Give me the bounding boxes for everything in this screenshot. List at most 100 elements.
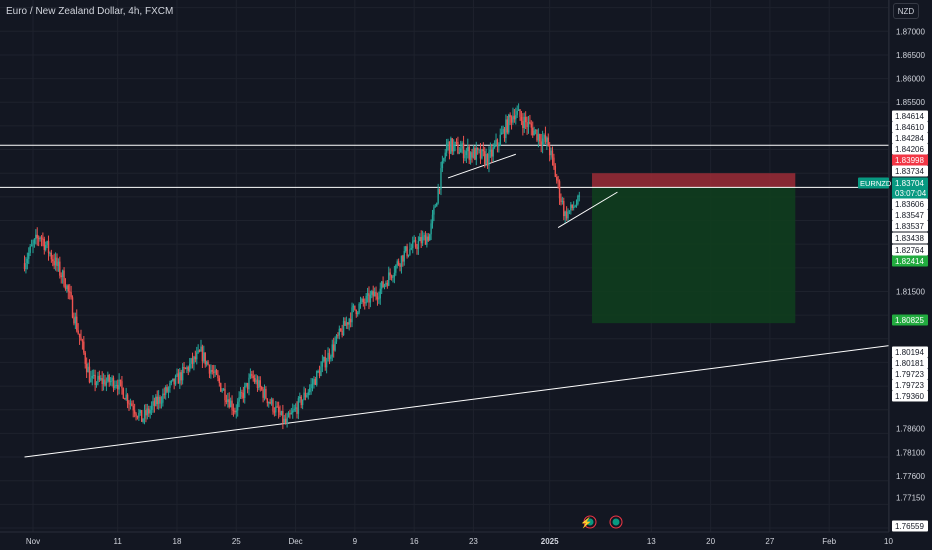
candle-body — [218, 378, 221, 384]
candle-body — [259, 380, 261, 388]
candle-body — [533, 130, 535, 136]
stop-zone[interactable] — [592, 173, 796, 188]
candle-body — [563, 201, 565, 217]
candle-body — [465, 151, 468, 156]
price-label: 1.79723 — [895, 381, 924, 390]
candle-body — [181, 367, 184, 381]
candle-body — [489, 149, 492, 152]
candle-body — [63, 270, 65, 287]
replay-icons[interactable]: ⚡ — [580, 515, 623, 529]
candle-body — [217, 374, 219, 379]
y-tick-label: 1.87000 — [896, 27, 925, 36]
symbol-label-box — [858, 177, 889, 189]
candle-body — [220, 383, 222, 392]
candle-body — [222, 388, 225, 391]
trendline[interactable] — [557, 191, 618, 229]
candle-body — [109, 381, 112, 383]
candle-body — [516, 110, 518, 116]
candle-body — [193, 356, 195, 364]
trendline[interactable] — [447, 153, 516, 179]
candle-body — [162, 393, 164, 403]
candle-body — [321, 361, 324, 367]
candle-body — [228, 399, 230, 408]
candle-body — [393, 272, 396, 277]
candle-body — [246, 382, 249, 390]
candle-body — [395, 265, 397, 273]
candle-body — [441, 160, 444, 169]
candle-body — [191, 358, 194, 364]
candle-body — [361, 298, 363, 303]
candle-body — [46, 241, 48, 246]
candle-body — [69, 291, 71, 293]
candle-body — [135, 413, 137, 417]
candle-body — [396, 261, 398, 266]
candle-body — [445, 143, 448, 153]
candle-body — [402, 255, 404, 262]
candle-body — [177, 373, 180, 384]
candle-body — [32, 243, 34, 246]
candle-body — [284, 418, 287, 424]
candle-body — [138, 412, 140, 418]
candle-body — [78, 333, 81, 338]
candle-body — [179, 372, 181, 384]
candle-body — [29, 246, 31, 253]
candle-body — [258, 380, 260, 388]
candle-body — [547, 137, 549, 147]
trendline[interactable] — [24, 343, 906, 458]
x-tick-label: Dec — [288, 537, 302, 546]
candle-body — [389, 272, 391, 276]
candle-body — [40, 237, 43, 239]
candle-body — [423, 235, 425, 237]
candle-body — [289, 413, 291, 415]
candle-body — [275, 406, 277, 413]
candle-body — [409, 249, 411, 255]
candle-body — [537, 134, 540, 141]
candle-body — [251, 374, 253, 376]
price-axis[interactable]: 1.87000 1.86500 1.86000 1.85500 1.81500 1.786… — [858, 0, 932, 532]
candle-body — [45, 245, 47, 250]
candle-body — [56, 257, 58, 266]
horizontal-levels[interactable] — [0, 144, 889, 188]
lightning-icon[interactable]: ⚡ — [580, 516, 592, 529]
price-label: 1.76559 — [895, 522, 924, 531]
candle-body — [88, 366, 91, 383]
position-tool[interactable] — [592, 173, 796, 324]
candle-body — [541, 138, 544, 146]
candle-body — [472, 148, 475, 158]
candle-body — [461, 143, 463, 149]
candle-body — [550, 150, 552, 156]
time-axis[interactable]: Nov 11 18 25 Dec 9 16 23 2025 13 20 27 Feb 10 — [0, 531, 893, 546]
price-label: 1.82764 — [895, 246, 924, 255]
currency-button[interactable]: NZD — [893, 3, 919, 19]
candle-body — [348, 318, 350, 325]
candle-body — [145, 410, 147, 416]
candle-body — [397, 261, 400, 265]
price-label: 1.80825 — [895, 316, 924, 325]
candle-body — [341, 330, 343, 336]
price-label-box — [892, 255, 928, 267]
candle-body — [232, 409, 235, 411]
candle-body — [186, 367, 188, 369]
candle-body — [166, 387, 168, 392]
candle-body — [310, 384, 312, 389]
candle-body — [496, 139, 499, 146]
candle-body — [296, 407, 298, 414]
symbol-label: EURNZD — [860, 179, 892, 188]
candle-body — [159, 396, 161, 403]
candle-body — [338, 328, 341, 336]
candle-body — [410, 248, 413, 250]
candle-body — [102, 379, 105, 385]
candle-body — [80, 337, 82, 341]
candle-body — [479, 149, 482, 159]
candle-body — [556, 176, 558, 181]
target-zone[interactable] — [592, 187, 796, 324]
candle-body — [400, 255, 403, 267]
candle-body — [108, 375, 110, 383]
trendlines[interactable] — [24, 153, 906, 458]
price-label-box — [892, 346, 928, 358]
candle-body — [484, 151, 486, 164]
candle-body — [450, 138, 452, 154]
candle-body — [526, 122, 528, 128]
